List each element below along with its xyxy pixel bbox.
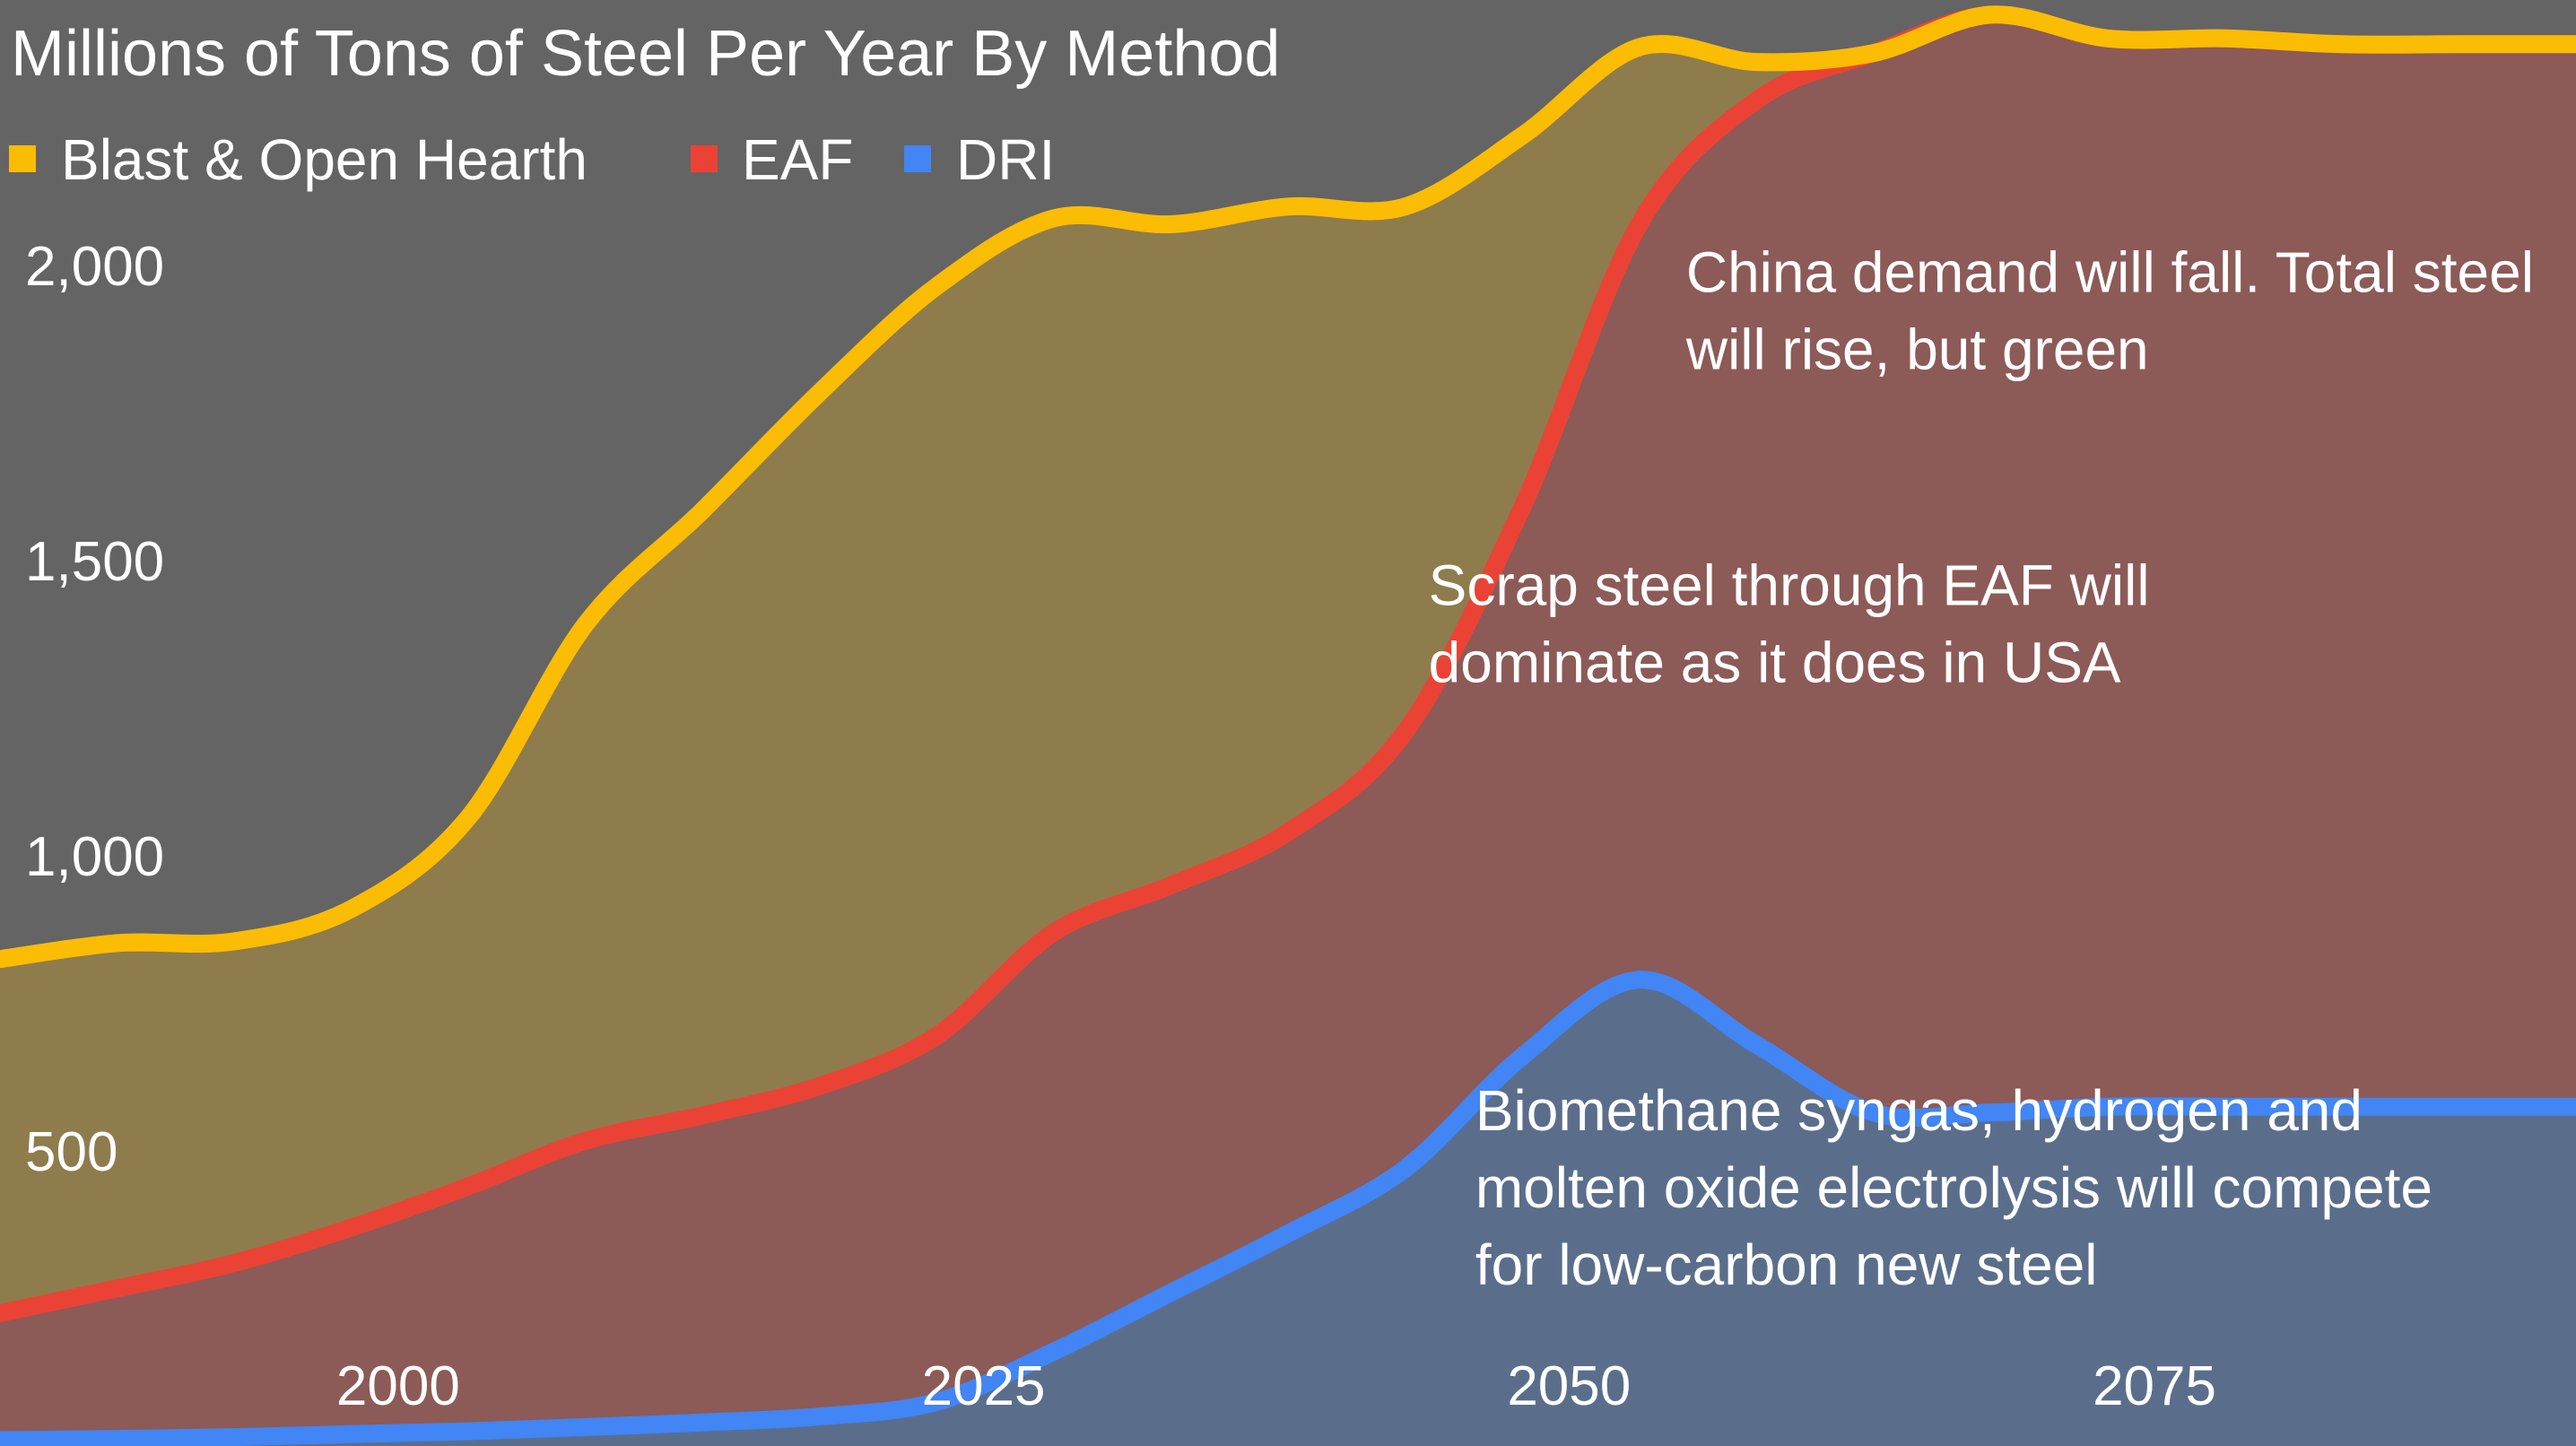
y-tick-label: 1,000	[25, 826, 164, 888]
y-tick-label: 1,500	[25, 531, 164, 593]
x-tick-label: 2000	[336, 1355, 460, 1417]
legend: Blast & Open Hearth EAF DRI	[9, 127, 1055, 192]
annotation-line: China demand will fall. Total steel	[1686, 240, 2534, 305]
annotation-line: Scrap steel through EAF will	[1429, 553, 2150, 617]
annotation-line: molten oxide electrolysis will compete	[1475, 1155, 2432, 1220]
annotation-3: Biomethane syngas, hydrogen and molten ox…	[1475, 1078, 2432, 1297]
legend-label-dri: DRI	[956, 127, 1055, 192]
y-tick-label: 500	[25, 1121, 117, 1183]
area-layer	[0, 14, 2576, 1446]
annotation-layer: China demand will fall. Total steel will …	[1429, 240, 2534, 1297]
line-blast-open-hearth	[0, 5, 2576, 969]
legend-label-eaf: EAF	[742, 127, 853, 192]
legend-swatch-blast	[9, 145, 36, 172]
line-layer	[0, 5, 2576, 1446]
annotation-line: will rise, but green	[1685, 318, 2149, 382]
x-tick-label: 2075	[2093, 1355, 2216, 1417]
legend-swatch-dri	[904, 145, 931, 172]
line-dri	[0, 971, 2576, 1446]
x-tick-label: 2025	[922, 1355, 1046, 1417]
y-tick-label: 2,000	[25, 236, 164, 298]
legend-swatch-eaf	[691, 145, 718, 172]
x-tick-label: 2050	[1507, 1355, 1631, 1417]
annotation-line: Biomethane syngas, hydrogen and	[1475, 1078, 2363, 1143]
area-blast-open-hearth	[0, 14, 2576, 1314]
annotation-1: China demand will fall. Total steel will …	[1685, 240, 2534, 382]
annotation-line: dominate as it does in USA	[1429, 630, 2121, 694]
axis-layer: 2000 2025 2050 2075 500 1,000 1,500 2,000	[25, 236, 2216, 1417]
area-eaf	[0, 14, 2576, 1441]
chart-title: Millions of Tons of Steel Per Year By Me…	[11, 18, 1280, 90]
area-dri	[0, 980, 2576, 1446]
legend-label-blast: Blast & Open Hearth	[61, 127, 587, 192]
annotation-2: Scrap steel through EAF will dominate as …	[1429, 553, 2150, 694]
annotation-line: for low-carbon new steel	[1475, 1233, 2098, 1297]
